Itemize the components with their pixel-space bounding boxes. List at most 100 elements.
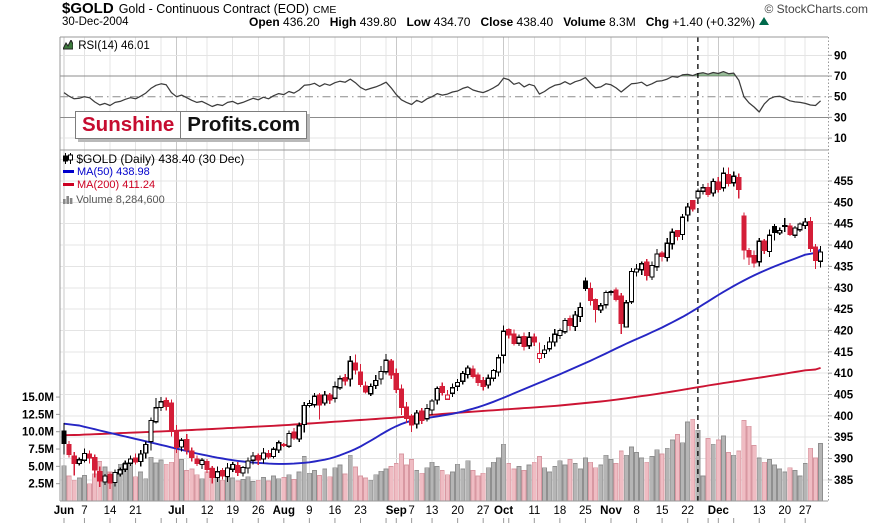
volume-bar <box>807 447 813 502</box>
volume-bar <box>818 443 824 502</box>
candle-body <box>685 206 691 216</box>
candle-body <box>133 457 139 463</box>
candle-body <box>112 472 118 484</box>
candle-body <box>746 250 752 258</box>
volume-bar <box>787 467 793 502</box>
price-tick-label: 385 <box>834 475 854 487</box>
day-tick-label: 18 <box>553 505 566 517</box>
volume-bar <box>690 418 696 502</box>
candle-body <box>495 357 502 373</box>
chg-value: +1.40 (+0.32%) <box>672 15 756 29</box>
volume-bar <box>424 467 430 502</box>
volume-bar <box>777 468 783 502</box>
candle-body <box>317 394 323 406</box>
volume-tick-label: 2.5M <box>28 479 54 491</box>
candle-body <box>199 459 205 466</box>
candle-body <box>444 394 450 400</box>
candle-body <box>480 379 486 387</box>
volume-bar <box>593 467 599 502</box>
candle-body <box>368 385 374 395</box>
volume-bar <box>669 439 675 502</box>
volume-legend-row: Volume 8,284,600 <box>63 193 244 207</box>
day-tick-label: 14 <box>104 505 117 517</box>
volume-bars <box>61 418 824 502</box>
price-tick-label: 395 <box>834 432 854 444</box>
volume-bar <box>480 472 486 502</box>
candle-body <box>66 443 72 455</box>
candle-body <box>97 471 103 482</box>
volume-bar <box>153 462 159 502</box>
volume-bar <box>398 453 404 502</box>
volume-bar <box>649 456 655 502</box>
volume-bar <box>562 464 568 502</box>
volume-bar <box>271 475 277 502</box>
volume-bar <box>511 468 517 502</box>
volume-bar <box>133 476 139 502</box>
candle-body <box>276 442 282 451</box>
candle-body <box>521 335 527 348</box>
candle-body <box>654 253 660 268</box>
chart-header: $GOLD Gold - Continuous Contract (EOD) CME <box>62 0 336 17</box>
volume-bar <box>255 479 261 502</box>
candle-body <box>618 295 624 325</box>
volume-bar <box>715 439 721 502</box>
candle-body <box>383 359 389 373</box>
quote-pair-high: High 439.80 <box>330 15 397 29</box>
volume-bar <box>572 463 578 502</box>
candle-body <box>792 227 798 236</box>
stockcharts-copyright: © StockCharts.com <box>764 2 868 16</box>
volume-bar <box>368 479 374 502</box>
candle-body <box>373 379 379 387</box>
candle-body <box>664 242 670 259</box>
day-tick-label: 13 <box>753 505 766 517</box>
volume-bar <box>260 476 266 502</box>
price-tick-label: 430 <box>834 283 853 295</box>
ma50-legend-row: MA(50) 438.98 <box>63 166 244 180</box>
volume-bar <box>603 454 609 502</box>
candle-body <box>127 458 134 464</box>
volume-bar <box>138 471 144 502</box>
candle-body <box>679 216 686 236</box>
volume-bar <box>378 470 384 502</box>
day-tick-label: 19 <box>226 505 239 517</box>
price-tick-label: 455 <box>834 176 854 188</box>
volume-bar <box>250 481 256 502</box>
volume-bar <box>756 457 762 502</box>
volume-bar <box>792 470 798 502</box>
price-tick-label: 425 <box>834 304 854 316</box>
rsi-tick-label: 90 <box>834 50 847 62</box>
main-chart-legend: $GOLD (Daily) 438.40 (30 Dec) MA(50) 438… <box>63 152 244 206</box>
open-value: 436.20 <box>283 15 320 29</box>
candle-body <box>807 221 814 250</box>
rsi-legend-label: RSI(14) 46.01 <box>78 40 150 52</box>
candle-body <box>490 370 496 379</box>
volume-bar <box>143 478 149 502</box>
volume-bar <box>710 443 716 502</box>
candle-body <box>674 229 681 238</box>
price-tick-label: 400 <box>834 411 853 423</box>
volume-bar <box>613 463 619 502</box>
price-tick-label: 445 <box>834 219 854 231</box>
candle-body <box>455 381 461 387</box>
volume-bar <box>87 483 93 502</box>
candles <box>61 167 824 489</box>
candle-body <box>552 333 558 343</box>
candle-body <box>720 172 727 189</box>
candle-body <box>296 425 302 440</box>
volume-bar <box>751 445 757 502</box>
volume-bar <box>531 461 537 502</box>
volume-bar <box>460 468 466 502</box>
volume-bar <box>204 471 210 502</box>
candlestick-icon <box>63 152 73 167</box>
candle-body <box>352 362 358 371</box>
volume-bar <box>623 454 629 502</box>
volume-bar <box>332 467 338 502</box>
volume-bar <box>347 454 353 502</box>
candle-body <box>209 467 215 478</box>
volume-bar <box>501 443 507 502</box>
volume-bar <box>521 470 527 502</box>
volume-bar <box>148 456 154 502</box>
ma200-legend-row: MA(200) 411.24 <box>63 179 244 193</box>
price-tick-label: 440 <box>834 240 853 252</box>
